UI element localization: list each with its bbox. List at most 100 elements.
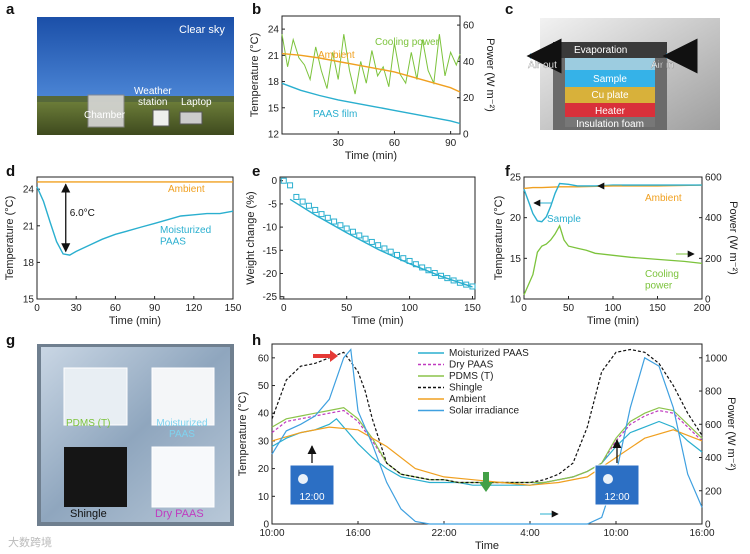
x-tick-label: 90 (149, 303, 161, 314)
series-line (271, 417, 703, 486)
moisturized-sample (151, 367, 215, 426)
data-point (400, 255, 407, 262)
data-point (305, 202, 312, 209)
label-air-in: Air in (651, 60, 674, 71)
label-delta: 6.0°C (70, 208, 95, 219)
label-dry-paas: Dry PAAS (155, 508, 204, 520)
label-moisturized: Moisturized PAAS (160, 225, 211, 248)
data-point (343, 225, 350, 232)
tree-line (37, 96, 234, 102)
paas-film-line (281, 82, 461, 125)
y-tick-label: 24 (268, 25, 280, 36)
legend-label: Solar irradiance (449, 406, 519, 417)
y-tick-label: 50 (258, 381, 270, 392)
y-tick-label: 24 (23, 185, 35, 196)
laptop-shape (179, 111, 203, 125)
y2-axis-label: Power (W m⁻²) (484, 38, 496, 112)
y-tick-label: 10 (258, 492, 270, 503)
data-point (299, 198, 306, 205)
data-point (419, 264, 426, 271)
x-tick-label: 200 (694, 303, 711, 314)
plot-frame (281, 15, 461, 135)
data-point (438, 272, 445, 279)
panel-letter-c: c (505, 1, 513, 18)
legend-label: Moisturized PAAS (449, 348, 529, 359)
label-weather-line2: station (138, 97, 167, 108)
label-sample: Sample (547, 214, 581, 225)
y2-tick-label: 0 (463, 130, 469, 141)
data-point (349, 228, 356, 235)
data-point (394, 251, 400, 258)
label-chamber: Chamber (84, 110, 126, 121)
y-tick-label: 25 (510, 173, 522, 184)
y-tick-label: 30 (258, 436, 270, 447)
weather-station-box (152, 109, 170, 127)
sun-glyph (298, 474, 308, 484)
fit-line (289, 198, 473, 288)
data-point (280, 177, 287, 184)
data-point (431, 270, 438, 277)
y2-tick-label: 400 (705, 213, 722, 224)
sky-inset (289, 464, 335, 506)
label-clear-sky: Clear sky (179, 24, 225, 36)
data-point (356, 232, 363, 239)
label-weather-line1: Weather (134, 86, 172, 97)
y-tick-label: 0 (263, 520, 269, 531)
x-axis-label: Time (min) (351, 315, 403, 327)
label-paas-film: PAAS film (313, 109, 357, 120)
y-tick-label: -20 (263, 269, 278, 280)
data-point (368, 238, 375, 245)
x-tick-label: 120 (185, 303, 202, 314)
x-tick-label: 10:00 (259, 528, 284, 539)
panel-letter-e: e (252, 163, 260, 180)
y2-tick-label: 200 (705, 254, 722, 265)
label-ambient: Ambient (318, 50, 355, 61)
sample-line (523, 182, 702, 223)
data-point (362, 235, 369, 242)
sky-time-label: 12:00 (299, 492, 324, 503)
label-moist-line2: PAAS (169, 429, 195, 440)
panel-letter-g: g (6, 332, 15, 349)
y-axis-label: Temperature (°C) (249, 33, 261, 117)
data-point (293, 193, 300, 200)
y2-tick-label: 60 (463, 21, 475, 32)
chart-e: 0 50 100 150 0 -5 -10 -15 -20 -25 Time (min) Weight… (245, 176, 481, 327)
y-tick-label: 21 (23, 221, 35, 232)
y-tick-label: -5 (268, 199, 277, 210)
cu-plate-layer (565, 87, 655, 103)
chart-b: 30 60 90 12 15 18 21 24 Time (min) Temperature (°… (249, 15, 496, 162)
x-tick-label: 100 (605, 303, 622, 314)
label-sample: Sample (593, 74, 627, 85)
data-point (331, 218, 338, 225)
data-point (444, 275, 451, 282)
data-point (337, 222, 344, 229)
y2-tick-label: 600 (705, 173, 722, 184)
x-tick-label: 0 (521, 303, 527, 314)
y-tick-label: 20 (258, 464, 270, 475)
label-moisturized: Moisturized PAAS (156, 418, 207, 440)
chart-d: 0 30 60 90 120 150 15 18 21 24 Time (min) Temperatu… (4, 176, 242, 327)
label-laptop: Laptop (181, 97, 212, 108)
y-tick-label: 15 (23, 295, 35, 306)
series-line (271, 348, 703, 525)
label-pdms: PDMS (T) (66, 418, 110, 429)
x-axis-label: Time (475, 540, 499, 552)
y-tick-label: 40 (258, 409, 270, 420)
data-point (463, 281, 470, 288)
plot-frame (279, 176, 476, 300)
label-shingle: Shingle (70, 508, 107, 520)
label-cooling-power: Cooling power (645, 269, 679, 292)
y-tick-label: -15 (263, 246, 278, 257)
x-tick-label: 150 (225, 303, 242, 314)
y-axis-label: Temperature (°C) (4, 196, 16, 280)
y2-tick-label: 0 (705, 295, 711, 306)
panel-g-photo: PDMS (T) Moisturized PAAS Shingle Dry PAA… (37, 344, 234, 526)
panel-letter-f: f (505, 163, 511, 180)
dry-paas-sample (151, 446, 215, 508)
data-point (406, 257, 413, 264)
legend-label: Ambient (449, 394, 486, 405)
label-insulation-foam: Insulation foam (576, 119, 644, 130)
y-tick-label: 15 (510, 254, 522, 265)
data-point (381, 245, 388, 252)
sample-layer (565, 70, 655, 87)
